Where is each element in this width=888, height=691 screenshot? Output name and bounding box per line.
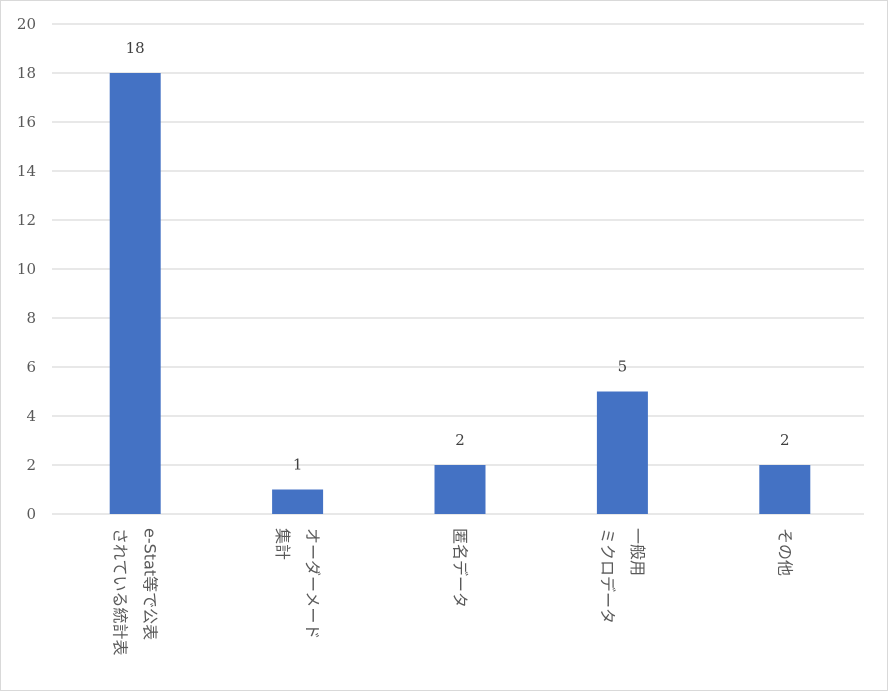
bar bbox=[109, 73, 161, 514]
data-label: 1 bbox=[293, 456, 303, 474]
bar bbox=[596, 391, 648, 514]
x-category-label: 集計 bbox=[273, 528, 292, 560]
x-category-label: オーダーメード bbox=[303, 528, 322, 639]
y-tick-label: 0 bbox=[26, 505, 36, 523]
data-label: 5 bbox=[618, 358, 628, 376]
y-tick-label: 2 bbox=[26, 456, 36, 474]
x-category-label: ミクロデータ bbox=[598, 528, 617, 624]
data-label: 2 bbox=[455, 431, 465, 449]
x-category-label: e-Stat等で公表 bbox=[141, 528, 160, 640]
y-tick-label: 6 bbox=[26, 358, 36, 376]
x-category-label: その他 bbox=[775, 528, 794, 576]
bar bbox=[759, 465, 811, 514]
y-tick-label: 4 bbox=[26, 407, 36, 425]
y-axis-ticks: 0 2 4 6 8 10 12 14 16 18 20 bbox=[17, 15, 36, 523]
x-category-label: 匿名データ bbox=[451, 528, 470, 608]
bar bbox=[272, 489, 324, 514]
data-label: 18 bbox=[126, 39, 145, 57]
x-category-label: されている統計表 bbox=[111, 528, 130, 656]
y-tick-label: 10 bbox=[17, 260, 36, 278]
data-label: 2 bbox=[780, 431, 790, 449]
y-tick-label: 16 bbox=[17, 113, 36, 131]
y-tick-label: 14 bbox=[17, 162, 36, 180]
y-tick-label: 18 bbox=[17, 64, 36, 82]
bars bbox=[109, 73, 811, 514]
y-tick-label: 12 bbox=[17, 211, 36, 229]
data-labels: 18 1 2 5 2 bbox=[126, 39, 790, 474]
y-tick-label: 8 bbox=[26, 309, 36, 327]
x-category-label: 一般用 bbox=[628, 528, 647, 576]
gridlines bbox=[52, 23, 864, 515]
bar bbox=[434, 465, 486, 514]
y-tick-label: 20 bbox=[17, 15, 36, 33]
